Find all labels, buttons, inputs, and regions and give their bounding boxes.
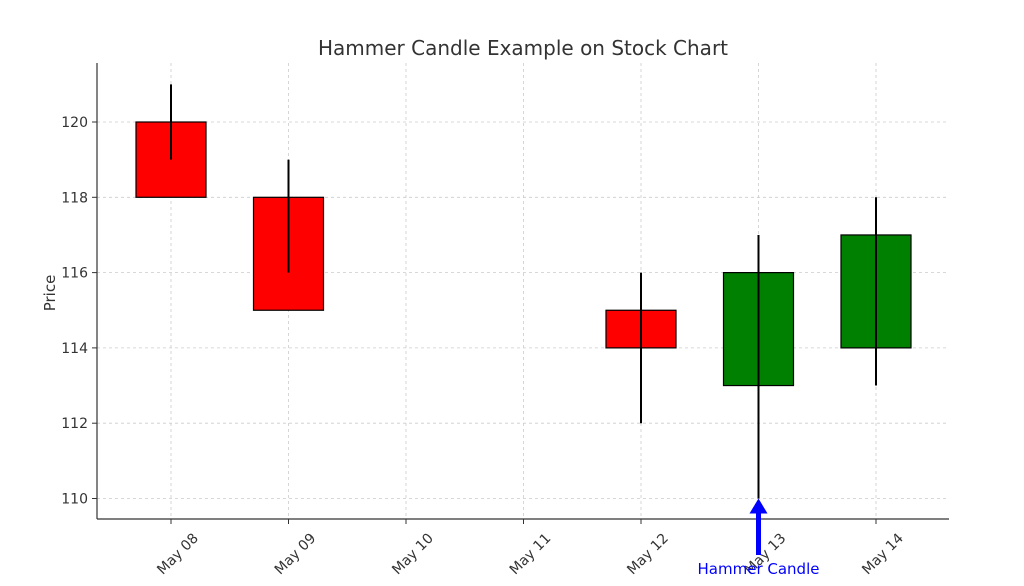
y-tick-label: 112 — [61, 416, 88, 432]
y-tick-label: 114 — [61, 341, 88, 357]
x-tick-label: May 12 — [624, 531, 672, 579]
y-tick-label: 110 — [61, 492, 88, 508]
y-axis-label: Price — [41, 275, 59, 312]
x-tick-label: May 11 — [507, 531, 555, 579]
y-tick-label: 118 — [61, 190, 88, 206]
y-tick-label: 120 — [61, 115, 88, 131]
x-tick-label: May 09 — [272, 531, 320, 579]
grid — [97, 63, 949, 519]
annotation-arrow-head — [749, 498, 768, 514]
x-tick-label: May 08 — [154, 531, 202, 579]
x-tick-label: May 14 — [859, 530, 907, 578]
y-tick-label: 116 — [61, 266, 88, 282]
x-tick-label: May 10 — [389, 531, 437, 579]
chart-title: Hammer Candle Example on Stock Chart — [318, 36, 728, 60]
axes — [96, 63, 949, 520]
candles — [135, 84, 912, 499]
annotation-label: Hammer Candle — [698, 560, 820, 578]
annotation: Hammer Candle — [698, 498, 820, 578]
